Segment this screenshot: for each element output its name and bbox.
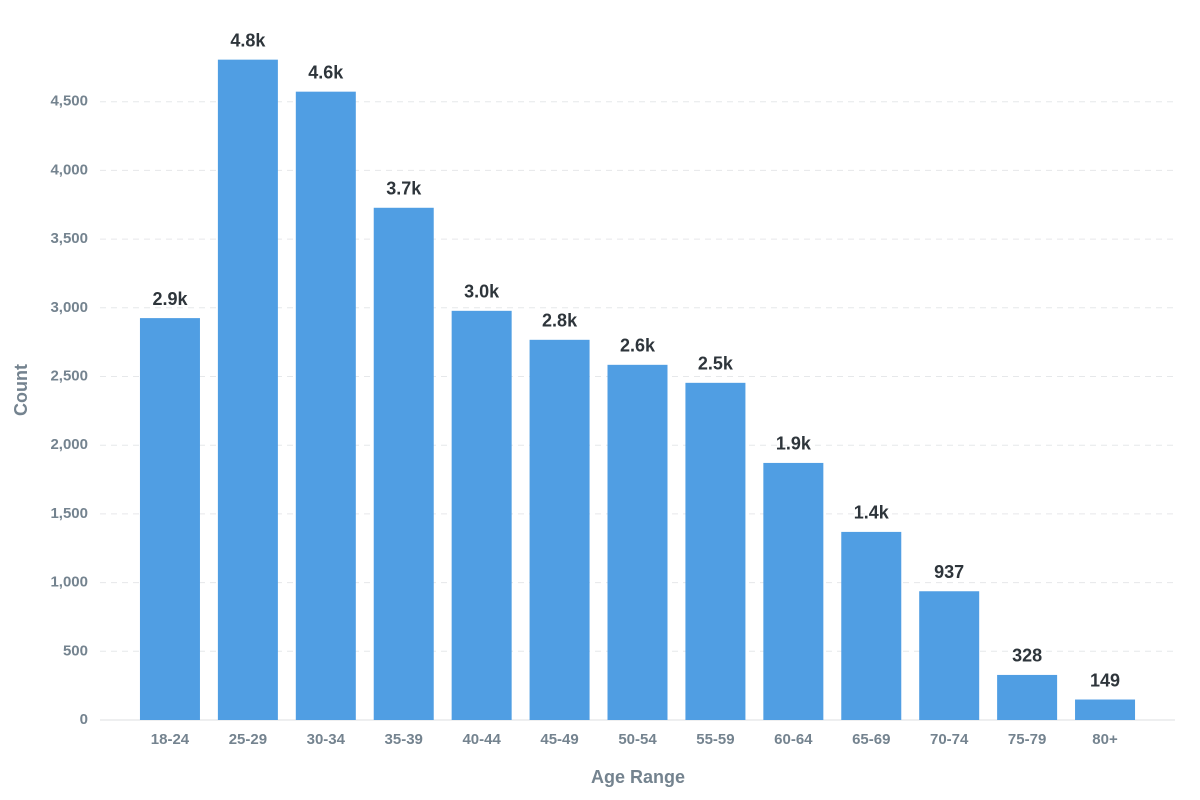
bar bbox=[997, 674, 1058, 720]
x-tick-label: 60-64 bbox=[774, 731, 813, 748]
bar bbox=[529, 339, 590, 720]
bar bbox=[217, 59, 278, 721]
y-tick-label: 4,500 bbox=[50, 93, 88, 110]
y-tick-label: 2,000 bbox=[50, 436, 88, 453]
value-label: 149 bbox=[1090, 670, 1120, 690]
y-tick-label: 0 bbox=[80, 711, 88, 728]
x-tick-label: 55-59 bbox=[696, 731, 734, 748]
value-label: 2.6k bbox=[620, 336, 656, 356]
x-tick-label: 80+ bbox=[1092, 731, 1118, 748]
value-label: 3.7k bbox=[386, 179, 422, 199]
bar bbox=[685, 382, 746, 720]
x-tick-label: 18-24 bbox=[151, 731, 190, 748]
x-tick-label: 65-69 bbox=[852, 731, 890, 748]
x-tick-label: 45-49 bbox=[540, 731, 578, 748]
bar bbox=[1075, 699, 1136, 720]
y-tick-label: 3,500 bbox=[50, 230, 88, 247]
value-label: 2.5k bbox=[698, 354, 734, 374]
bar bbox=[841, 531, 902, 720]
value-label: 1.9k bbox=[776, 434, 812, 454]
bar bbox=[919, 591, 980, 720]
x-tick-label: 25-29 bbox=[229, 731, 267, 748]
bar bbox=[607, 364, 668, 720]
bar bbox=[139, 318, 200, 720]
x-tick-label: 75-79 bbox=[1008, 731, 1046, 748]
x-axis-title: Age Range bbox=[591, 767, 685, 787]
y-tick-label: 4,000 bbox=[50, 161, 88, 178]
value-label: 328 bbox=[1012, 646, 1042, 666]
x-tick-label: 50-54 bbox=[618, 731, 657, 748]
bar bbox=[451, 310, 512, 720]
value-label: 4.6k bbox=[308, 62, 344, 82]
value-label: 1.4k bbox=[854, 503, 890, 523]
y-axis-title: Count bbox=[11, 364, 31, 416]
y-tick-label: 1,500 bbox=[50, 505, 88, 522]
value-label: 2.9k bbox=[152, 289, 188, 309]
value-label: 2.8k bbox=[542, 311, 578, 331]
y-tick-label: 3,000 bbox=[50, 299, 88, 316]
y-tick-label: 1,000 bbox=[50, 574, 88, 591]
value-label: 937 bbox=[934, 562, 964, 582]
y-tick-label: 500 bbox=[63, 642, 88, 659]
value-label: 3.0k bbox=[464, 282, 500, 302]
y-tick-label: 2,500 bbox=[50, 367, 88, 384]
x-tick-label: 30-34 bbox=[307, 731, 346, 748]
x-tick-label: 70-74 bbox=[930, 731, 969, 748]
value-label: 4.8k bbox=[230, 30, 266, 50]
x-tick-label: 40-44 bbox=[462, 731, 501, 748]
x-tick-label: 35-39 bbox=[385, 731, 423, 748]
bar bbox=[763, 462, 824, 720]
bar bbox=[373, 207, 434, 720]
bar bbox=[295, 91, 356, 720]
